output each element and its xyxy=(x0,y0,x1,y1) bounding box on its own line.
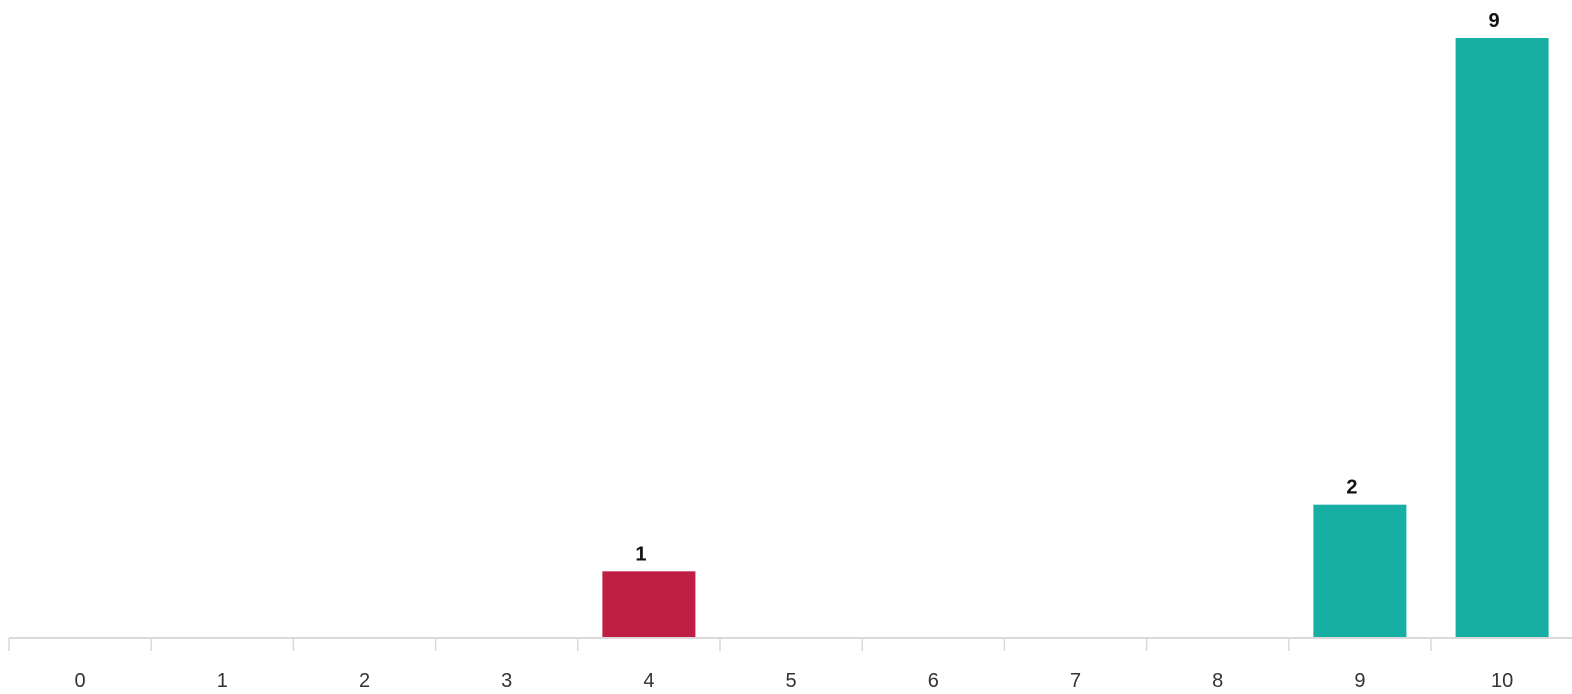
data-labels-layer: 1 2 9 xyxy=(635,10,1499,565)
x-tick-label-0: 0 xyxy=(75,670,86,692)
x-tick-label-5: 5 xyxy=(786,670,797,692)
bar-10 xyxy=(1455,38,1549,638)
data-label-10: 9 xyxy=(1489,10,1500,32)
x-tick-label-3: 3 xyxy=(501,670,512,692)
x-tick-label-1: 1 xyxy=(217,670,228,692)
x-tick-label-6: 6 xyxy=(928,670,939,692)
x-tick-label-8: 8 xyxy=(1212,670,1223,692)
x-tick-label-4: 4 xyxy=(643,670,654,692)
x-tick-label-10: 10 xyxy=(1491,670,1513,692)
data-label-9: 2 xyxy=(1346,477,1357,499)
x-tick-label-9: 9 xyxy=(1354,670,1365,692)
x-tick-label-7: 7 xyxy=(1070,670,1081,692)
x-tick-label-2: 2 xyxy=(359,670,370,692)
bar-9 xyxy=(1313,504,1407,638)
bars-layer xyxy=(602,38,1549,638)
data-label-4: 1 xyxy=(635,543,646,565)
x-axis: 0 1 2 3 4 5 6 7 8 9 10 xyxy=(8,637,1572,692)
bar-4 xyxy=(602,571,696,638)
